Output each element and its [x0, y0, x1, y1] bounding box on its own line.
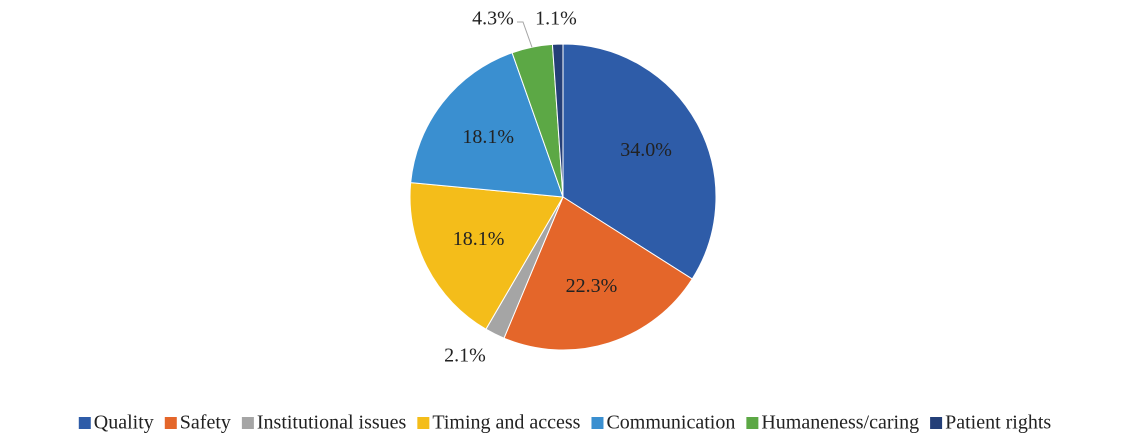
legend-swatch: [930, 417, 943, 429]
pie-slice: [551, 43, 564, 198]
data-label: 22.3%: [566, 275, 618, 297]
data-label: 4.3%: [472, 8, 514, 30]
legend-swatch: [591, 417, 604, 429]
legend-label: Communication: [606, 412, 735, 434]
data-label: 18.1%: [453, 228, 505, 250]
pie-slice: [409, 182, 564, 330]
pie-slice: [503, 196, 693, 351]
data-label: 2.1%: [444, 345, 486, 367]
pie-slice: [410, 52, 564, 198]
legend-swatch: [241, 417, 254, 429]
legend-label: Institutional issues: [257, 412, 407, 434]
leader-line: [517, 21, 533, 48]
legend-swatch: [164, 417, 177, 429]
legend-swatch: [417, 417, 430, 429]
data-label: 18.1%: [462, 126, 514, 148]
legend-label: Quality: [94, 412, 154, 434]
pie-slice: [562, 43, 717, 280]
legend-label: Safety: [180, 412, 231, 434]
legend-label: Patient rights: [945, 412, 1051, 434]
legend-label: Humaneness/caring: [761, 412, 919, 434]
legend-swatch: [746, 417, 759, 429]
legend-label: Timing and access: [432, 412, 580, 434]
legend-swatch: [78, 417, 91, 429]
data-label: 1.1%: [535, 8, 577, 30]
data-label: 34.0%: [620, 139, 672, 161]
